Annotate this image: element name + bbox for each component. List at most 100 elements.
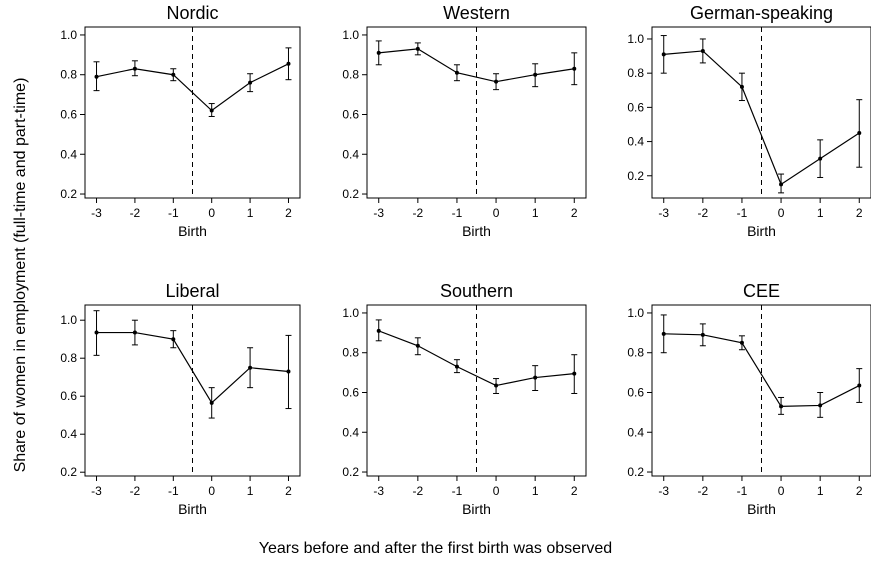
x-tick-label: -2 — [698, 484, 709, 498]
x-axis-label: Birth — [747, 223, 776, 239]
panel-title: CEE — [743, 281, 780, 301]
panel-western: Western 0.2 0.4 0.6 0.8 1.0 -3 -2 -1 0 1 2 Birth — [342, 3, 587, 239]
series-line — [96, 63, 289, 112]
x-tick-label: 1 — [532, 484, 539, 498]
y-tick-label: 1.0 — [60, 313, 77, 327]
data-point — [857, 131, 862, 136]
series-line — [378, 330, 575, 387]
data-point — [454, 364, 459, 369]
x-axis-label: Birth — [462, 223, 491, 239]
shared-x-axis-caption: Years before and after the first birth w… — [258, 540, 613, 557]
x-tick-label: -2 — [130, 206, 141, 220]
y-tick-label: 0.2 — [60, 187, 77, 201]
y-tick-label: 0.8 — [60, 68, 77, 82]
data-point — [209, 400, 214, 405]
data-point — [415, 343, 420, 348]
x-tick-label: -2 — [698, 206, 709, 220]
y-tick-label: 0.2 — [342, 465, 359, 479]
x-tick-label: -3 — [373, 484, 384, 498]
y-tick-label: 0.2 — [60, 465, 77, 479]
y-tick-label: 0.8 — [627, 66, 644, 80]
data-point — [533, 72, 538, 77]
series-line — [96, 331, 289, 404]
panel-title: Nordic — [166, 3, 218, 23]
data-point — [818, 403, 823, 408]
data-point — [376, 50, 381, 55]
x-axis-label: Birth — [462, 501, 491, 517]
y-tick-label: 0.4 — [627, 425, 644, 439]
data-point — [171, 337, 176, 342]
x-tick-label: -2 — [130, 484, 141, 498]
series-line — [663, 50, 860, 186]
y-tick-label: 0.2 — [627, 465, 644, 479]
y-tick-label: 0.8 — [342, 68, 359, 82]
x-tick-label: 2 — [856, 206, 863, 220]
x-axis-label: Birth — [747, 501, 776, 517]
y-tick-label: 0.4 — [627, 135, 644, 149]
panel-liberal: Liberal 0.2 0.4 0.6 0.8 1.0 -3 -2 -1 0 1 2 Birth — [60, 281, 301, 517]
x-tick-label: 2 — [285, 206, 292, 220]
x-tick-label: -2 — [413, 206, 424, 220]
data-point — [857, 383, 862, 388]
data-point — [171, 72, 176, 77]
y-tick-label: 0.4 — [342, 147, 359, 161]
series-line — [378, 48, 575, 83]
data-point — [572, 371, 577, 376]
data-point — [572, 66, 577, 71]
x-tick-label: 1 — [817, 484, 824, 498]
data-point — [739, 340, 744, 345]
y-tick-label: 1.0 — [627, 32, 644, 46]
y-tick-label: 1.0 — [342, 306, 359, 320]
x-tick-label: 1 — [247, 206, 254, 220]
data-point — [533, 375, 538, 380]
data-point — [494, 79, 499, 84]
y-tick-label: 0.6 — [627, 100, 644, 114]
panel-cee: CEE 0.2 0.4 0.6 0.8 1.0 -3 -2 -1 0 1 2 Birth — [627, 281, 871, 517]
x-tick-label: -3 — [658, 484, 669, 498]
x-tick-label: -1 — [737, 484, 748, 498]
y-tick-label: 0.4 — [342, 425, 359, 439]
x-tick-label: 0 — [493, 484, 500, 498]
data-point — [248, 365, 253, 370]
data-point — [286, 61, 291, 66]
data-point — [248, 80, 253, 85]
panel-nordic: Nordic 0.2 0.4 0.6 0.8 1.0 -3 -2 -1 0 1 2 Birth — [60, 3, 301, 239]
x-tick-label: -1 — [452, 206, 463, 220]
data-point — [209, 108, 214, 113]
x-tick-label: -1 — [737, 206, 748, 220]
data-point — [661, 52, 666, 57]
y-tick-label: 1.0 — [342, 28, 359, 42]
y-tick-label: 0.6 — [342, 385, 359, 399]
x-tick-label: -2 — [413, 484, 424, 498]
x-tick-label: 2 — [571, 484, 578, 498]
data-point — [818, 156, 823, 161]
x-tick-label: -3 — [373, 206, 384, 220]
data-point — [132, 66, 137, 71]
x-tick-label: 0 — [778, 484, 785, 498]
y-tick-label: 0.4 — [60, 427, 77, 441]
x-tick-label: 1 — [532, 206, 539, 220]
data-point — [661, 331, 666, 336]
panel-title: Southern — [440, 281, 513, 301]
y-tick-label: 1.0 — [627, 306, 644, 320]
data-point — [454, 70, 459, 75]
data-point — [700, 332, 705, 337]
x-tick-label: 2 — [856, 484, 863, 498]
x-tick-label: 0 — [208, 484, 215, 498]
panel-title: Liberal — [165, 281, 219, 301]
x-tick-label: 0 — [493, 206, 500, 220]
y-tick-label: 1.0 — [60, 28, 77, 42]
x-tick-label: -1 — [168, 484, 179, 498]
x-tick-label: 1 — [247, 484, 254, 498]
y-tick-label: 0.6 — [342, 107, 359, 121]
panel-title: Western — [443, 3, 510, 23]
y-tick-label: 0.8 — [627, 346, 644, 360]
data-point — [779, 404, 784, 409]
panel-title: German-speaking — [690, 3, 833, 23]
x-tick-label: -1 — [168, 206, 179, 220]
y-tick-label: 0.2 — [342, 187, 359, 201]
x-tick-label: -3 — [91, 206, 102, 220]
x-tick-label: -1 — [452, 484, 463, 498]
x-tick-label: 0 — [208, 206, 215, 220]
